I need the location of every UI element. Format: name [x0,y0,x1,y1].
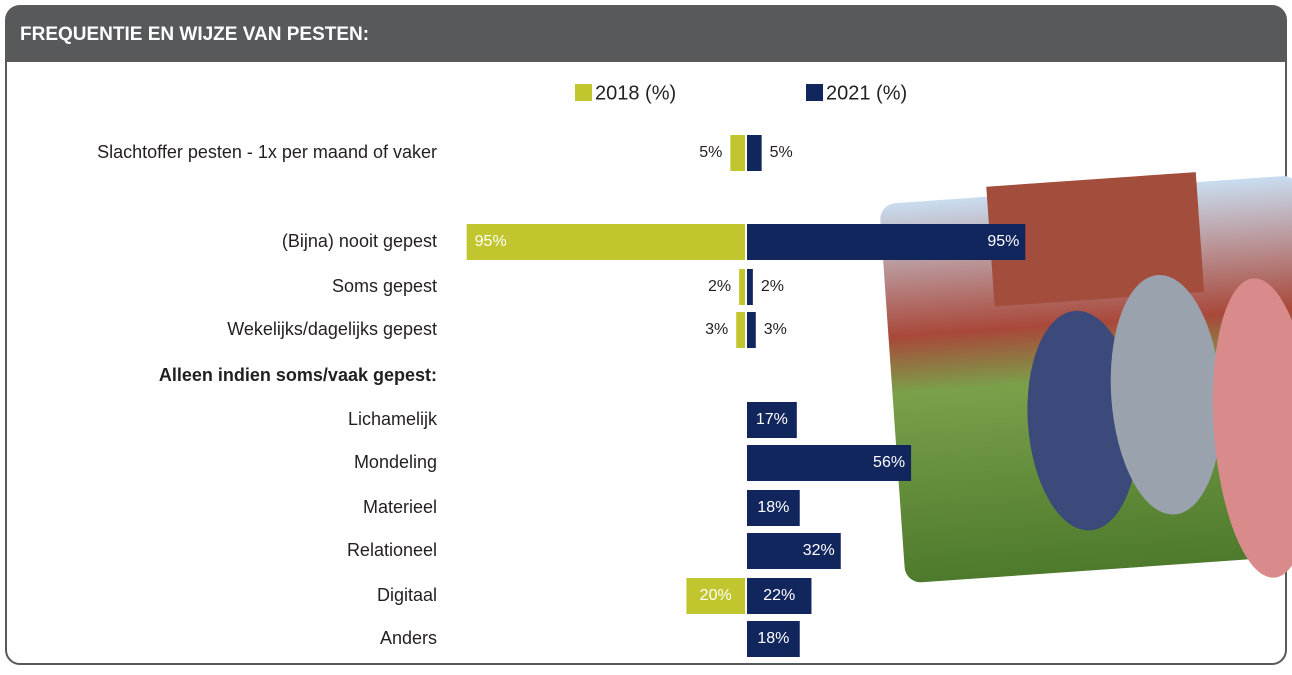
bar [730,135,745,171]
value-label: 2% [761,278,784,295]
photo [880,172,1292,583]
value-label: 17% [756,411,788,428]
legend-label: 2021 (%) [826,82,907,104]
chart-title: FREQUENTIE EN WIJZE VAN PESTEN: [20,24,369,45]
bar [747,533,841,569]
bar [747,445,912,481]
category-label: Alleen indien soms/vaak gepest: [159,365,437,385]
bar [747,224,1026,260]
value-label: 95% [987,233,1019,250]
bar [739,269,745,305]
bar [747,578,812,614]
value-label: 56% [873,454,905,471]
value-label: 32% [803,542,835,559]
category-label: (Bijna) nooit gepest [282,231,437,251]
value-label: 18% [757,630,789,647]
bar [747,490,800,526]
legend-label: 2018 (%) [595,82,676,104]
value-label: 18% [757,499,789,516]
bar [736,312,745,348]
category-label: Slachtoffer pesten - 1x per maand of vak… [97,142,437,162]
category-label: Soms gepest [332,276,437,296]
category-label: Materieel [363,497,437,517]
value-label: 3% [764,321,787,338]
value-label: 3% [705,321,728,338]
bar [747,621,800,657]
category-label: Digitaal [377,585,437,605]
bar [747,135,762,171]
bar [466,224,745,260]
category-label: Mondeling [354,452,437,472]
bar [747,269,753,305]
bar [747,402,797,438]
bar [686,578,745,614]
category-label: Anders [380,628,437,648]
category-label: Lichamelijk [348,409,438,429]
legend-swatch [575,84,592,101]
value-label: 2% [708,278,731,295]
value-label: 95% [475,233,507,250]
category-label: Wekelijks/dagelijks gepest [227,319,437,339]
value-label: 20% [700,587,732,604]
category-label: Relationeel [347,540,437,560]
bar [747,312,756,348]
legend-swatch [806,84,823,101]
header-bar [6,6,1286,62]
value-label: 5% [699,144,722,161]
value-label: 22% [763,587,795,604]
value-label: 5% [770,144,793,161]
